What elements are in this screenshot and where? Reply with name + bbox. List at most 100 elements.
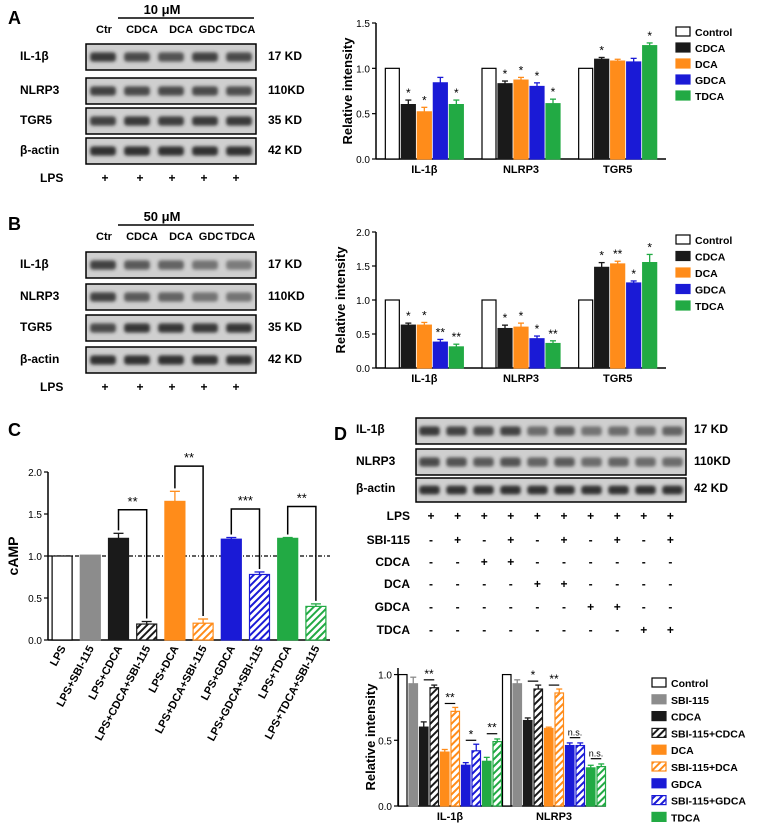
treatment-mark: - [429,623,433,637]
y-axis-label: Relative intensity [363,683,378,791]
treatment-mark: - [482,577,486,591]
significance-label: * [551,85,556,99]
legend-label: Control [695,27,732,39]
bar [432,82,448,160]
significance-label: ** [548,327,558,341]
bar [492,740,503,807]
blot-band [192,292,218,302]
blot-band [419,426,440,436]
y-tick-label: 0.0 [356,155,370,166]
significance-label: * [454,86,459,100]
legend-swatch [675,58,691,69]
bar [400,324,416,369]
treatment-mark: - [429,577,433,591]
bar [513,79,529,160]
treatment-mark: + [587,509,594,523]
treatment-mark: + [507,533,514,547]
blot-band [473,426,494,436]
legend-swatch [675,300,691,311]
treatment-mark: - [615,577,619,591]
treatment-label: GDCA [375,600,411,614]
y-axis-label: cAMP [5,537,21,576]
blot-band [226,355,252,365]
blot-size-label: 17 KD [268,257,302,271]
blot-row-label: β-actin [356,481,395,495]
significance-label: ** [613,247,623,261]
bar [416,324,432,369]
blot-band [90,116,116,126]
blot-band [124,52,150,62]
significance-bracket [230,508,261,569]
treatment-mark: - [509,577,513,591]
bar [481,760,492,807]
y-tick-label: 0.0 [356,364,370,375]
treatment-mark: - [509,623,513,637]
legend-label: Control [695,235,732,247]
bar [248,573,271,641]
legend-label: SBI-115 [671,695,709,707]
significance-label: * [503,67,508,81]
blot-band [90,260,116,270]
bar [626,282,642,369]
category-label: LPS+DCA+SBI-115 [153,644,210,736]
y-tick-label: 0.5 [356,110,370,121]
y-tick-label: 0.0 [28,636,42,647]
blot-band [500,485,521,495]
blot-band [446,426,467,436]
treatment-mark: - [668,555,672,569]
treatment-mark: - [642,600,646,614]
treatment-mark: + [481,509,488,523]
bar [397,673,408,807]
lps-mark: + [200,380,207,394]
legend-label: GDCA [695,285,726,297]
treatment-mark: - [482,533,486,547]
blot-row [85,346,257,374]
blot-band [192,323,218,333]
concentration-label: 10 μM [144,2,181,17]
bar [497,83,513,160]
blot-band [446,457,467,467]
lps-mark: + [101,171,108,185]
treatment-mark: - [562,623,566,637]
significance-label: n.s. [589,749,604,759]
treatment-mark: - [429,533,433,547]
y-tick-label: 2.0 [28,468,42,479]
blot-row [415,448,687,476]
bar [305,605,327,641]
legend-swatch [651,761,667,772]
bar [626,61,642,160]
legend-swatch [675,26,691,37]
blot-band [500,426,521,436]
treatment-mark: + [427,509,434,523]
legend-swatch [675,234,691,245]
significance-bracket [174,465,204,616]
blot-row-label: β-actin [20,352,59,366]
lane-label: GDC [199,24,224,36]
y-tick-label: 0.5 [378,736,392,747]
significance-label: ** [445,690,455,704]
category-label: NLRP3 [503,164,539,176]
blot-row [85,251,257,279]
category-label: NLRP3 [503,373,539,385]
bar [79,554,101,641]
category-label: IL-1β [411,164,438,176]
bar [448,346,464,369]
blot-band [608,457,629,467]
y-tick-label: 0.5 [28,594,42,605]
legend-swatch [651,794,667,806]
significance-label: ** [184,450,194,465]
significance-label: * [406,309,411,323]
bar [529,85,545,160]
treatment-mark: - [535,533,539,547]
blot-band [226,86,252,96]
legend-swatch [675,42,691,53]
blot-band [500,457,521,467]
blot-row-label: IL-1β [20,49,49,63]
treatment-mark: + [507,509,514,523]
treatment-mark: + [454,533,461,547]
blot-band [226,260,252,270]
bar [522,719,533,807]
blot-band [581,457,602,467]
blot-row-label: NLRP3 [20,83,60,97]
legend-swatch [651,710,667,722]
